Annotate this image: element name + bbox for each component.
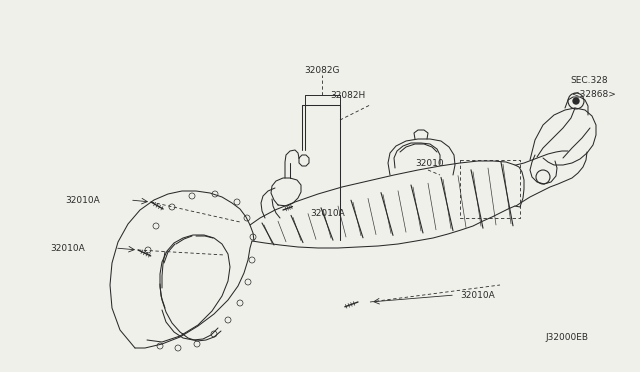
Text: SEC.328: SEC.328 bbox=[570, 76, 607, 84]
Text: 32010A: 32010A bbox=[65, 196, 100, 205]
Text: 32010A: 32010A bbox=[460, 291, 495, 299]
Text: <32868>: <32868> bbox=[572, 90, 616, 99]
Text: 32010: 32010 bbox=[415, 158, 444, 167]
Text: 32010A: 32010A bbox=[50, 244, 84, 253]
Text: 32082H: 32082H bbox=[330, 90, 365, 99]
Text: 32010A: 32010A bbox=[310, 208, 345, 218]
Circle shape bbox=[573, 98, 579, 104]
Text: 32082G: 32082G bbox=[304, 65, 339, 74]
Text: J32000EB: J32000EB bbox=[545, 334, 588, 343]
